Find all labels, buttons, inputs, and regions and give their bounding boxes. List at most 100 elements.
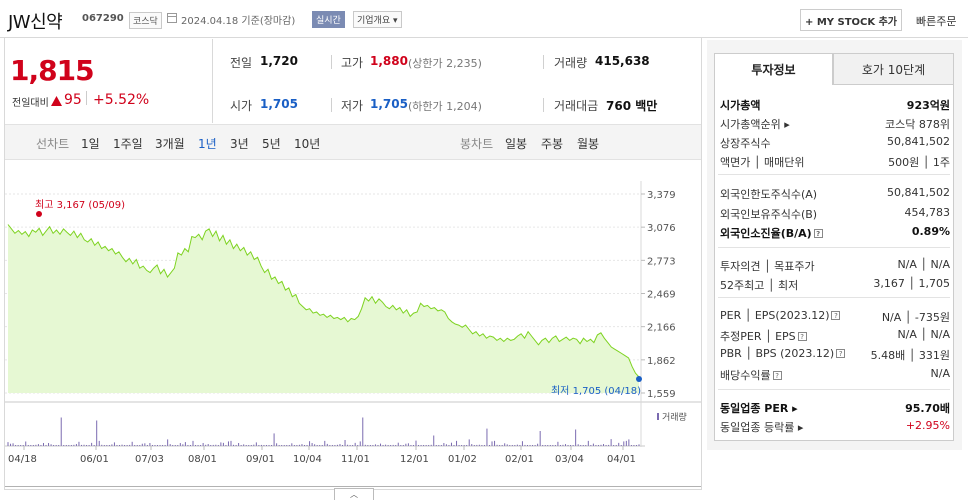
info-row-label: 배당수익률? — [720, 367, 782, 383]
quick-order-link[interactable]: 빠른주문 — [916, 15, 957, 28]
invest-info-box — [714, 85, 954, 441]
up-triangle-icon — [51, 96, 62, 106]
y-tick-label: 3,076 — [647, 223, 676, 234]
tab-monthly-candle[interactable]: 월봉 — [577, 137, 600, 151]
period-tab-bar — [5, 124, 701, 160]
x-tick-label: 01/02 — [448, 454, 477, 465]
help-icon[interactable]: ? — [797, 332, 807, 341]
high-value: 1,880 — [370, 54, 408, 68]
info-row-value: 코스닥 878위 — [885, 118, 950, 131]
price-area-line — [7, 224, 640, 378]
help-icon[interactable]: ? — [772, 371, 782, 380]
help-icon[interactable]: ? — [813, 229, 823, 238]
divider — [543, 98, 544, 112]
volume-label: 거래량 — [554, 56, 588, 70]
volume-legend: 거래량 — [662, 411, 687, 423]
info-row-value: 0.89% — [911, 225, 950, 238]
info-row-value: N/A — [930, 367, 950, 380]
info-row-value: 50,841,502 — [887, 135, 950, 148]
divider — [718, 247, 950, 248]
y-tick-label: 2,166 — [647, 323, 676, 334]
base-date: 2024.04.18 기준(장마감) — [181, 16, 296, 27]
info-row-label: 외국인소진율(B/A)? — [720, 225, 823, 241]
x-tick-label: 02/01 — [505, 454, 534, 465]
tab-1year[interactable]: 1년 — [198, 137, 217, 151]
low-marker — [636, 376, 642, 383]
stock-code: 067290 — [82, 13, 124, 24]
high-label: 고가 — [341, 56, 364, 70]
collapse-chart-button[interactable]: ︿ — [334, 488, 374, 500]
change-amount: 95 — [64, 92, 82, 108]
upper-limit: (상한가 2,235) — [408, 57, 482, 70]
price-area-fill — [8, 224, 639, 393]
add-mystock-button[interactable]: + MY STOCK 추가 — [800, 9, 902, 31]
info-row-value: +2.95% — [905, 419, 950, 432]
info-row-value: 923억원 — [906, 99, 950, 112]
info-row-label: PBR │ BPS (2023.12)? — [720, 347, 846, 360]
candle-chart-label: 봉차트 — [460, 137, 494, 151]
volume-value: 415,638 — [595, 54, 650, 68]
stock-name: JW신약 — [8, 12, 63, 33]
y-tick-label: 1,559 — [647, 389, 676, 400]
divider — [543, 55, 544, 69]
tab-10year[interactable]: 10년 — [294, 137, 321, 151]
info-row-value: 5.48배 │ 331원 — [870, 349, 950, 362]
prev-close-label: 전일 — [230, 56, 253, 70]
help-icon[interactable]: ? — [831, 311, 841, 320]
info-row-label: 투자의견 │ 목표주가 — [720, 260, 815, 273]
info-row-label: PER │ EPS(2023.12)? — [720, 309, 841, 322]
open-label: 시가 — [230, 99, 253, 113]
open-value: 1,705 — [260, 97, 298, 111]
low-label: 최저 1,705 (04/18) — [551, 385, 641, 397]
x-tick-label: 03/04 — [555, 454, 584, 465]
low-value: 1,705 — [370, 97, 408, 111]
divider — [331, 98, 332, 112]
x-tick-label: 11/01 — [341, 454, 370, 465]
info-row-label: 동일업종 PER ▸ — [720, 402, 798, 415]
tab-weekly-candle[interactable]: 주봉 — [541, 137, 564, 151]
x-tick-label: 08/01 — [188, 454, 217, 465]
volume-bars — [7, 417, 640, 446]
prev-close-value: 1,720 — [260, 54, 298, 68]
x-tick-label: 10/04 — [293, 454, 322, 465]
lower-limit: (하한가 1,204) — [408, 100, 482, 113]
realtime-button[interactable]: 실시간 — [312, 11, 345, 28]
tab-5year[interactable]: 5년 — [262, 137, 281, 151]
tab-quote-10level[interactable]: 호가 10단계 — [833, 53, 954, 85]
info-row-value: 500원 │ 1주 — [888, 156, 950, 169]
line-chart-label: 선차트 — [36, 137, 70, 151]
info-row-label: 액면가 │ 매매단위 — [720, 156, 805, 169]
tab-daily-candle[interactable]: 일봉 — [505, 137, 528, 151]
tab-1day[interactable]: 1일 — [81, 137, 100, 151]
info-row-label: 52주최고 │ 최저 — [720, 279, 799, 292]
info-row-value: 95.70배 — [905, 402, 950, 415]
prev-compare-label: 전일대비 — [12, 98, 49, 109]
divider — [212, 39, 213, 123]
divider — [86, 91, 87, 105]
current-price: 1,815 — [10, 54, 95, 87]
price-chart[interactable]: 3,379 3,076 2,773 2,469 2,166 1,862 1,559 04/1… — [5, 161, 701, 487]
x-tick-label: 04/18 — [8, 454, 37, 465]
tab-3year[interactable]: 3년 — [230, 137, 249, 151]
x-tick-label: 09/01 — [246, 454, 275, 465]
divider — [718, 297, 950, 298]
info-row-label: 시가총액순위 ▸ — [720, 118, 790, 131]
info-row-label: 외국인보유주식수(B) — [720, 208, 818, 221]
stock-header — [0, 0, 968, 38]
tab-1week[interactable]: 1주일 — [113, 137, 143, 151]
help-icon[interactable]: ? — [836, 349, 846, 358]
high-label: 최고 3,167 (05/09) — [35, 199, 125, 211]
tab-3month[interactable]: 3개월 — [155, 137, 185, 151]
low-label: 저가 — [341, 99, 364, 113]
divider — [331, 55, 332, 69]
x-tick-label: 04/01 — [607, 454, 636, 465]
x-axis-ticks: 04/18 06/01 07/03 08/01 09/01 10/04 11/01 12/01… — [8, 446, 636, 465]
y-tick-label: 2,773 — [647, 256, 676, 267]
divider — [718, 389, 950, 390]
company-overview-dropdown[interactable]: 기업개요 ▾ — [353, 11, 402, 28]
tab-invest-info[interactable]: 투자정보 — [714, 53, 833, 85]
calendar-icon — [167, 13, 177, 23]
x-tick-label: 07/03 — [135, 454, 164, 465]
x-tick-label: 06/01 — [80, 454, 109, 465]
info-row-label: 동일업종 등락률 ▸ — [720, 421, 804, 434]
